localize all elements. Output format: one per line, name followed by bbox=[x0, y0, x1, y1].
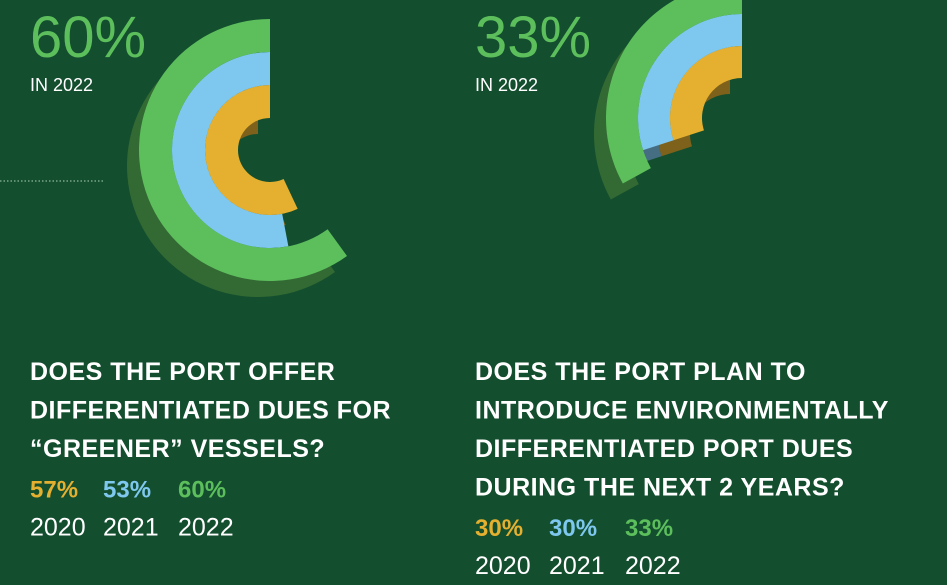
question-line: DOES THE PORT OFFER bbox=[30, 358, 335, 386]
value-label: 57% bbox=[30, 477, 78, 504]
value-label: 30% bbox=[475, 515, 523, 542]
ring-bar bbox=[670, 46, 742, 141]
value-label: 30% bbox=[549, 515, 597, 542]
highlight-label: IN 2022 bbox=[475, 75, 538, 95]
year-label: 2021 bbox=[103, 514, 159, 542]
question-line: “GREENER” VESSELS? bbox=[30, 435, 325, 463]
year-label: 2022 bbox=[178, 514, 234, 542]
year-label: 2021 bbox=[549, 552, 605, 580]
value-label: 60% bbox=[178, 477, 226, 504]
highlight-value: 60% bbox=[30, 5, 146, 70]
ring-bar bbox=[171, 52, 289, 249]
question-line: DOES THE PORT PLAN TO bbox=[475, 358, 806, 386]
year-label: 2022 bbox=[625, 552, 681, 580]
ring-bar bbox=[638, 14, 742, 151]
ring-bar bbox=[204, 85, 298, 215]
value-label: 33% bbox=[625, 515, 673, 542]
year-label: 2020 bbox=[30, 514, 86, 542]
ring-bar bbox=[606, 0, 742, 184]
question-line: DIFFERENTIATED DUES FOR bbox=[30, 397, 391, 425]
question-line: DURING THE NEXT 2 YEARS? bbox=[475, 474, 845, 502]
value-label: 53% bbox=[103, 477, 151, 504]
year-label: 2020 bbox=[475, 552, 531, 580]
question-line: DIFFERENTIATED PORT DUES bbox=[475, 435, 853, 463]
question-line: INTRODUCE ENVIRONMENTALLY bbox=[475, 397, 889, 425]
highlight-value: 33% bbox=[475, 5, 591, 70]
highlight-label: IN 2022 bbox=[30, 75, 93, 95]
ring-bar bbox=[139, 19, 347, 282]
